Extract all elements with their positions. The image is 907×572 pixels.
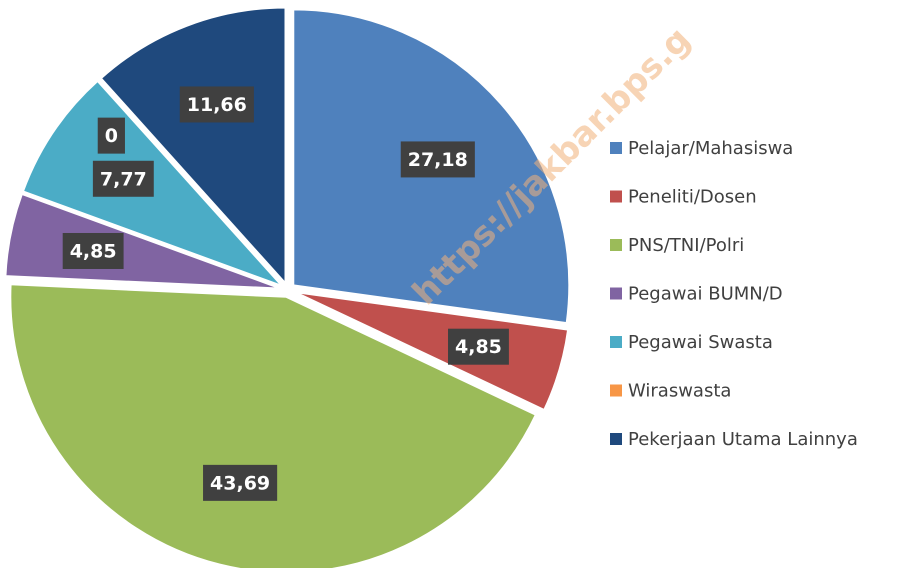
legend: Pelajar/Mahasiswa Peneliti/Dosen PNS/TNI/P… xyxy=(610,138,858,450)
data-label: 7,77 xyxy=(100,168,147,190)
data-label: 4,85 xyxy=(70,240,117,262)
data-label-box xyxy=(179,86,254,123)
legend-swatch xyxy=(610,433,622,445)
data-label-box xyxy=(203,464,278,501)
legend-label: PNS/TNI/Polri xyxy=(628,235,744,256)
data-label-box xyxy=(62,232,124,269)
data-label: 27,18 xyxy=(408,149,468,171)
data-label-box xyxy=(448,328,509,365)
legend-swatch xyxy=(610,384,622,397)
legend-label: Pegawai BUMN/D xyxy=(628,284,783,305)
legend-swatch xyxy=(610,190,622,203)
pie xyxy=(4,6,571,572)
legend-label: Pekerjaan Utama Lainnya xyxy=(628,429,858,450)
data-label-box xyxy=(400,141,475,178)
legend-swatch xyxy=(610,239,622,251)
data-label: 11,66 xyxy=(187,94,247,116)
slice xyxy=(9,283,538,572)
legend-swatch xyxy=(610,336,622,348)
slice xyxy=(97,78,285,286)
data-label: 4,85 xyxy=(455,336,502,358)
legend-label: Pegawai Swasta xyxy=(628,332,773,353)
legend-label: Wiraswasta xyxy=(628,381,731,402)
legend-swatch xyxy=(610,142,622,154)
slice xyxy=(99,6,287,287)
legend-swatch xyxy=(610,287,622,300)
legend-label: Peneliti/Dosen xyxy=(628,187,757,208)
legend-label: Pelajar/Mahasiswa xyxy=(628,138,793,159)
data-label-box xyxy=(97,117,125,154)
data-label: 43,69 xyxy=(210,472,270,494)
data-labels: 27,18 4,85 43,69 4,85 7,77 0 11,66 xyxy=(62,86,509,501)
slice xyxy=(294,291,570,412)
data-label-box xyxy=(92,160,154,197)
data-label: 0 xyxy=(105,125,118,147)
